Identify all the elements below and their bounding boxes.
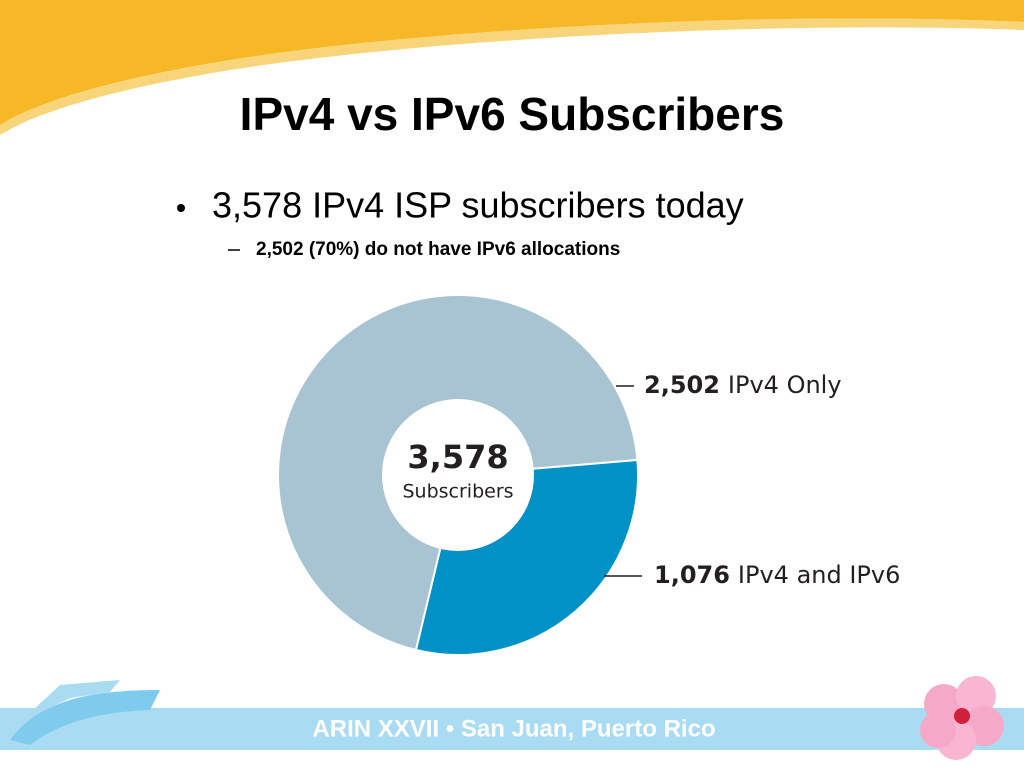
donut-hole <box>382 399 534 551</box>
footer-text: ARIN XXVII • San Juan, Puerto Rico <box>312 715 715 742</box>
flower-icon <box>920 676 1004 760</box>
bullet-dot <box>177 204 185 212</box>
footer-band <box>0 708 1024 750</box>
center-label: Subscribers <box>402 481 513 503</box>
donut-chart: 3,578 Subscribers 2,502 IPv4 Only 1,076 IPv4 … <box>277 294 900 656</box>
data-label: 1,076 <box>654 561 730 589</box>
bullet-text: 3,578 IPv4 ISP subscribers today <box>212 185 744 226</box>
center-value: 3,578 <box>407 438 508 476</box>
category-label: IPv4 Only <box>728 371 842 399</box>
data-label: 2,502 <box>644 371 720 399</box>
top-wave <box>0 0 1024 125</box>
ship-icon <box>10 690 160 745</box>
sub-bullet-text: 2,502 (70%) do not have IPv6 allocations <box>256 239 620 260</box>
category-label: IPv4 and IPv6 <box>738 561 900 589</box>
ship-icon-top <box>20 680 120 722</box>
slide-title: IPv4 vs IPv6 Subscribers <box>240 88 785 140</box>
